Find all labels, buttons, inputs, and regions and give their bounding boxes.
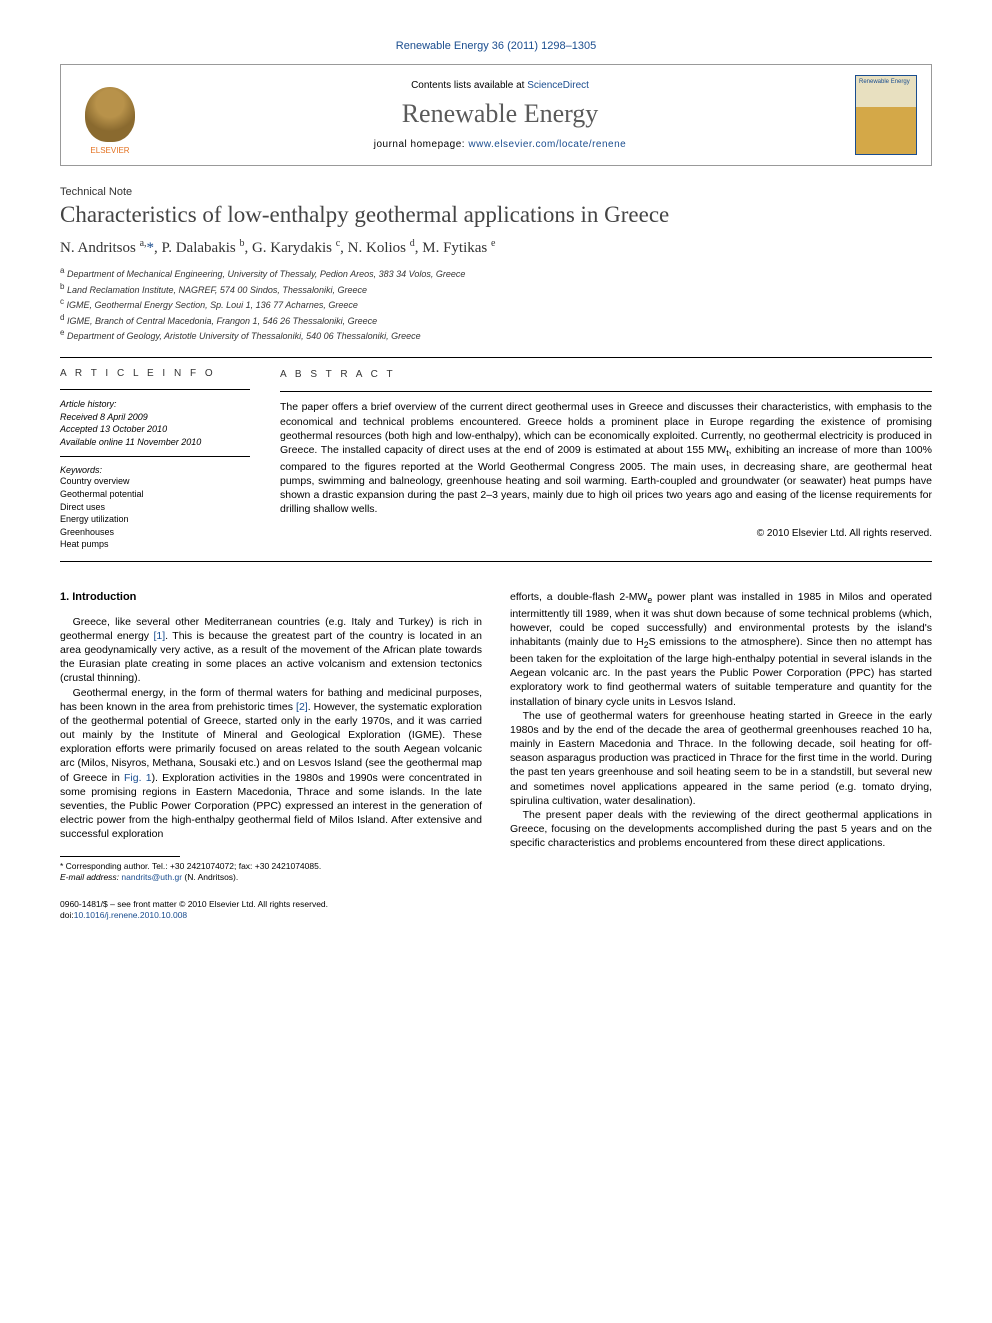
elsevier-logo: ELSEVIER (75, 75, 145, 155)
ref-link-1[interactable]: [1] (153, 630, 165, 642)
section-heading: 1. Introduction (60, 590, 482, 605)
cover-label: Renewable Energy (859, 79, 910, 85)
journal-cover-thumbnail: Renewable Energy (855, 75, 917, 155)
keyword: Geothermal potential (60, 488, 250, 501)
info-rule-1 (60, 389, 250, 390)
author-list: N. Andritsos a,*, P. Dalabakis b, G. Kar… (60, 238, 932, 257)
fig-link-1[interactable]: Fig. 1 (124, 772, 152, 784)
received-date: Received 8 April 2009 (60, 411, 250, 424)
doi-link[interactable]: 10.1016/j.renene.2010.10.008 (74, 910, 187, 920)
affiliation-c: c IGME, Geothermal Energy Section, Sp. L… (60, 296, 932, 312)
abstract-column: A B S T R A C T The paper offers a brief… (280, 368, 932, 551)
body-paragraph: The present paper deals with the reviewi… (510, 808, 932, 851)
keyword: Greenhouses (60, 526, 250, 539)
keyword: Direct uses (60, 501, 250, 514)
affiliations: a Department of Mechanical Engineering, … (60, 265, 932, 343)
article-info-heading: A R T I C L E I N F O (60, 368, 250, 379)
para-text: Geothermal energy, in the form of therma… (60, 687, 482, 841)
email-label: E-mail address: (60, 872, 121, 882)
affiliation-b: b Land Reclamation Institute, NAGREF, 57… (60, 281, 932, 297)
body-paragraph: Greece, like several other Mediterranean… (60, 615, 482, 686)
journal-center: Contents lists available at ScienceDirec… (159, 80, 841, 150)
contents-prefix: Contents lists available at (411, 80, 527, 91)
body-columns: 1. Introduction Greece, like several oth… (60, 590, 932, 883)
doi-prefix: doi: (60, 910, 74, 920)
accepted-date: Accepted 13 October 2010 (60, 423, 250, 436)
keyword: Heat pumps (60, 538, 250, 551)
right-column: efforts, a double-flash 2-MWe power plan… (510, 590, 932, 883)
journal-homepage-line: journal homepage: www.elsevier.com/locat… (159, 139, 841, 150)
history-label: Article history: (60, 398, 250, 411)
email-line: E-mail address: nandrits@uth.gr (N. Andr… (60, 872, 482, 883)
page: Renewable Energy 36 (2011) 1298–1305 ELS… (0, 0, 992, 951)
para-text: Greece, like several other Mediterranean… (60, 616, 482, 685)
info-rule-2 (60, 456, 250, 457)
publisher-name: ELSEVIER (90, 146, 129, 155)
info-abstract-row: A R T I C L E I N F O Article history: R… (60, 368, 932, 551)
elsevier-tree-icon (85, 87, 135, 142)
article-info-column: A R T I C L E I N F O Article history: R… (60, 368, 250, 551)
body-paragraph: efforts, a double-flash 2-MWe power plan… (510, 590, 932, 709)
affiliation-a: a Department of Mechanical Engineering, … (60, 265, 932, 281)
keyword: Country overview (60, 475, 250, 488)
keywords-list: Country overview Geothermal potential Di… (60, 475, 250, 551)
homepage-prefix: journal homepage: (374, 139, 469, 150)
body-paragraph: The use of geothermal waters for greenho… (510, 709, 932, 808)
article-type: Technical Note (60, 186, 932, 198)
abstract-heading: A B S T R A C T (280, 368, 932, 382)
keyword: Energy utilization (60, 513, 250, 526)
footnote-rule (60, 856, 180, 857)
sciencedirect-link[interactable]: ScienceDirect (527, 80, 589, 91)
corresponding-author-note: * Corresponding author. Tel.: +30 242107… (60, 861, 482, 872)
ref-link-2[interactable]: [2] (296, 701, 308, 713)
header-citation: Renewable Energy 36 (2011) 1298–1305 (60, 40, 932, 52)
affiliation-d: d IGME, Branch of Central Macedonia, Fra… (60, 312, 932, 328)
doi-line: doi:10.1016/j.renene.2010.10.008 (60, 910, 932, 921)
email-suffix: (N. Andritsos). (182, 872, 238, 882)
abstract-rule (280, 391, 932, 392)
homepage-link[interactable]: www.elsevier.com/locate/renene (468, 139, 626, 150)
rule-top (60, 357, 932, 358)
contents-available: Contents lists available at ScienceDirec… (159, 80, 841, 91)
journal-name: Renewable Energy (159, 99, 841, 129)
article-title: Characteristics of low-enthalpy geotherm… (60, 202, 932, 228)
left-column: 1. Introduction Greece, like several oth… (60, 590, 482, 883)
footnotes: * Corresponding author. Tel.: +30 242107… (60, 861, 482, 883)
rule-bottom (60, 561, 932, 562)
abstract-copyright: © 2010 Elsevier Ltd. All rights reserved… (280, 527, 932, 541)
page-footer: 0960-1481/$ – see front matter © 2010 El… (60, 899, 932, 921)
body-paragraph: Geothermal energy, in the form of therma… (60, 686, 482, 842)
online-date: Available online 11 November 2010 (60, 436, 250, 449)
affiliation-e: e Department of Geology, Aristotle Unive… (60, 327, 932, 343)
abstract-text: The paper offers a brief overview of the… (280, 400, 932, 516)
keywords-label: Keywords: (60, 465, 250, 475)
article-history: Article history: Received 8 April 2009 A… (60, 398, 250, 448)
journal-masthead: ELSEVIER Contents lists available at Sci… (60, 64, 932, 166)
email-link[interactable]: nandrits@uth.gr (121, 872, 182, 882)
issn-line: 0960-1481/$ – see front matter © 2010 El… (60, 899, 932, 910)
